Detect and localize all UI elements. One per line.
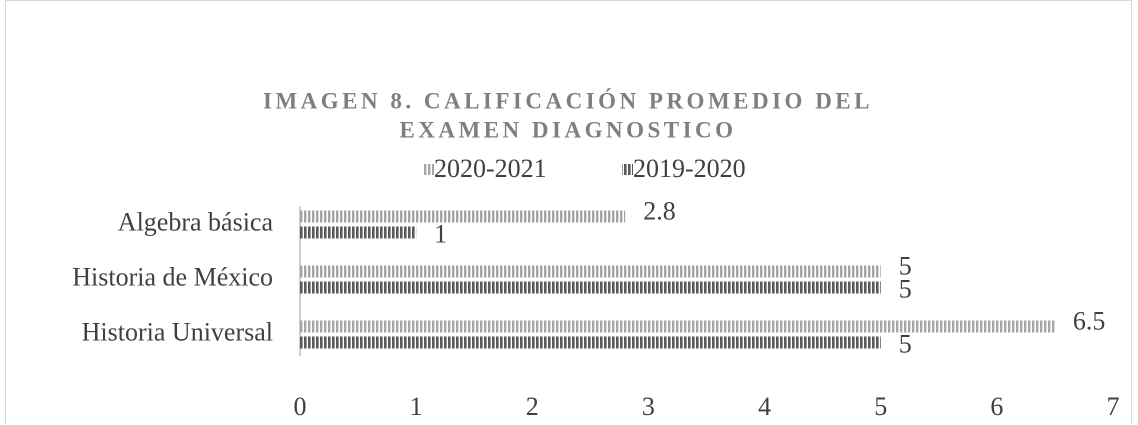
data-label: 5: [899, 329, 912, 358]
data-label: 5: [899, 274, 912, 303]
x-tick-label: 7: [1107, 392, 1120, 421]
bar: [300, 281, 881, 294]
legend-swatch: [423, 164, 434, 175]
data-label: 5: [899, 251, 912, 280]
data-label: 6.5: [1073, 306, 1106, 335]
x-tick-label: 5: [874, 392, 887, 421]
y-tick-label: Historia de México: [72, 262, 273, 291]
bar: [300, 336, 881, 349]
chart-border: [5, 0, 1132, 425]
data-label: 1: [434, 219, 447, 248]
bar: [300, 320, 1055, 333]
x-tick-label: 4: [758, 392, 771, 421]
x-tick-label: 6: [990, 392, 1003, 421]
x-tick-label: 3: [642, 392, 655, 421]
x-tick-label: 2: [526, 392, 539, 421]
bar: [300, 226, 417, 239]
chart-title: IMAGEN 8. CALIFICACIÓN PROMEDIO DEL: [263, 87, 873, 113]
legend-swatch: [622, 164, 633, 175]
legend-label: 2019-2020: [633, 154, 746, 183]
bar: [300, 265, 881, 278]
legend-label: 2020-2021: [434, 154, 547, 183]
x-tick-label: 1: [410, 392, 423, 421]
y-tick-label: Algebra básica: [118, 207, 274, 236]
bar: [300, 210, 626, 223]
chart-title: EXAMEN DIAGNOSTICO: [399, 117, 736, 142]
y-tick-label: Historia Universal: [82, 317, 273, 346]
x-tick-label: 0: [294, 392, 307, 421]
data-label: 2.8: [643, 196, 676, 225]
